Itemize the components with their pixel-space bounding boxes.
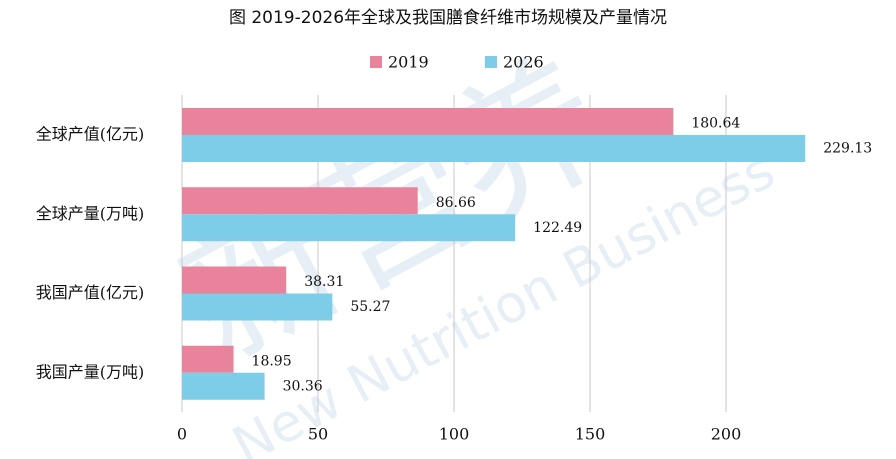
value-label: 86.66	[436, 195, 476, 211]
x-tick-label: 200	[711, 425, 742, 444]
value-label: 55.27	[350, 299, 390, 315]
bar	[182, 266, 287, 294]
legend-swatch	[370, 56, 382, 68]
legend-label: 2026	[503, 53, 544, 72]
bar	[182, 372, 265, 400]
bar	[182, 214, 516, 242]
y-tick-label: 全球产量(万吨)	[36, 204, 145, 223]
y-tick-label: 我国产值(亿元)	[36, 283, 145, 302]
value-label: 30.36	[283, 378, 323, 394]
value-label: 38.31	[304, 274, 344, 290]
bar	[182, 108, 674, 135]
bar	[182, 187, 418, 215]
value-label: 229.13	[823, 141, 872, 157]
legend-swatch	[485, 56, 497, 68]
y-tick-label: 我国产量(万吨)	[36, 362, 145, 381]
x-tick-label: 50	[308, 425, 328, 444]
chart-title: 图 2019-2026年全球及我国膳食纤维市场规模及产量情况	[229, 8, 667, 28]
value-label: 180.64	[691, 116, 740, 132]
bar	[182, 293, 333, 321]
value-label: 122.49	[533, 220, 582, 236]
legend-label: 2019	[388, 53, 429, 72]
value-label: 18.95	[252, 353, 292, 369]
y-tick-label: 全球产值(亿元)	[36, 125, 145, 144]
x-tick-label: 100	[439, 425, 470, 444]
x-tick-label: 0	[177, 425, 187, 444]
bar	[182, 345, 234, 373]
x-tick-label: 150	[575, 425, 606, 444]
bar	[182, 135, 806, 162]
